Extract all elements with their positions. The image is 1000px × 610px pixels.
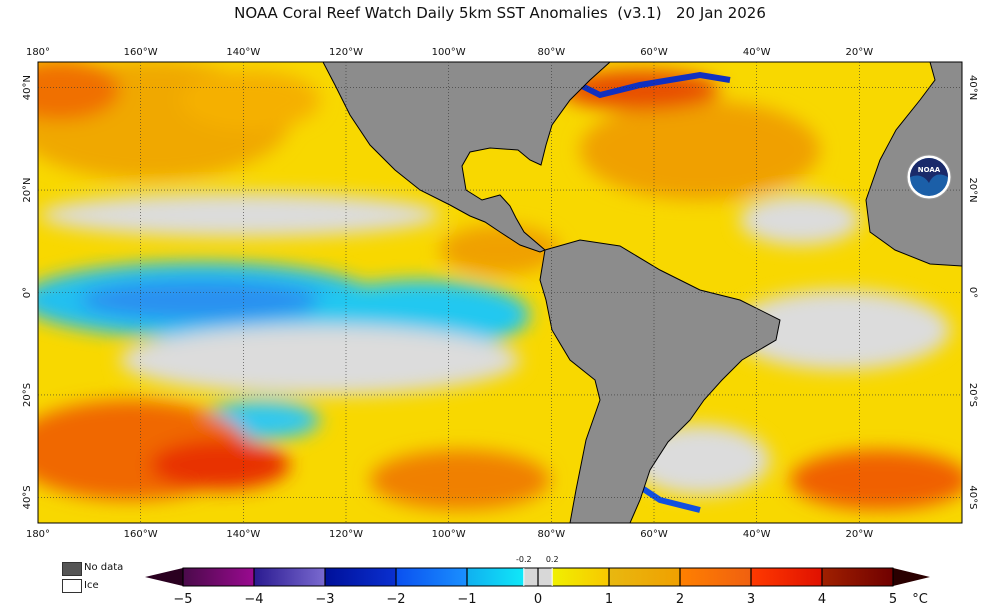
- lon-label-top: 160°W: [124, 47, 158, 58]
- lon-label-top: 140°W: [226, 47, 260, 58]
- lon-label-top: 120°W: [329, 47, 363, 58]
- nodata-label: No data: [84, 562, 124, 573]
- colorbar-tick-label: 0: [534, 592, 542, 607]
- colorbar-segment: [609, 568, 680, 586]
- anomaly-field: [38, 62, 962, 523]
- lon-label-top: 100°W: [432, 47, 466, 58]
- lon-label-bottom: 120°W: [329, 529, 363, 540]
- nodata-swatch: [62, 562, 82, 576]
- colorbar-tick-label: 4: [818, 592, 826, 607]
- noaa-logo: NOAA: [906, 154, 952, 200]
- land: [322, 62, 962, 523]
- lon-label-bottom: 140°W: [226, 529, 260, 540]
- lat-label-right: 40°S: [967, 485, 978, 509]
- lat-label-right: 20°N: [967, 177, 978, 202]
- lat-label-left: 40°N: [22, 75, 33, 100]
- lon-label-bottom: 180°: [26, 529, 50, 540]
- lon-label-bottom: 60°W: [640, 529, 668, 540]
- colorbar-tick-label: −5: [173, 592, 192, 607]
- lon-label-bottom: 20°W: [846, 529, 874, 540]
- svg-text:NOAA: NOAA: [918, 166, 941, 174]
- colorbar-small-tick-label: 0.2: [546, 555, 559, 564]
- colorbar-segment: [396, 568, 467, 586]
- colorbar: −5 −4 −3 −2 −1 0 1 2 3 4 5 -0.2 0.2 °C: [145, 555, 930, 607]
- colorbar-over-arrow: [893, 568, 930, 586]
- lon-label-bottom: 80°W: [538, 529, 566, 540]
- colorbar-tick-label: −2: [386, 592, 405, 607]
- colorbar-small-tick-label: -0.2: [516, 555, 532, 564]
- colorbar-tick-label: 1: [605, 592, 613, 607]
- lon-label-top: 80°W: [538, 47, 566, 58]
- lat-label-left: 20°S: [22, 383, 33, 407]
- ice-swatch: [62, 579, 82, 593]
- map-title: NOAA Coral Reef Watch Daily 5km SST Anom…: [234, 4, 766, 22]
- colorbar-tick-label: −3: [315, 592, 334, 607]
- lat-label-left: 0°: [22, 287, 33, 298]
- graticule: [38, 62, 962, 523]
- lat-label-left: 20°N: [22, 177, 33, 202]
- lon-label-top: 180°: [26, 47, 50, 58]
- lat-label-right: 0°: [967, 287, 978, 298]
- ice-label: Ice: [84, 580, 99, 591]
- lat-label-right: 40°N: [967, 75, 978, 100]
- lat-label-left: 40°S: [22, 485, 33, 509]
- colorbar-tick-label: 5: [889, 592, 897, 607]
- lat-label-right: 20°S: [967, 383, 978, 407]
- colorbar-tick-label: −4: [244, 592, 263, 607]
- colorbar-segment: [680, 568, 751, 586]
- lon-label-top: 40°W: [743, 47, 771, 58]
- lon-label-bottom: 40°W: [743, 529, 771, 540]
- colorbar-tick-label: 3: [747, 592, 755, 607]
- colorbar-tick-label: 2: [676, 592, 684, 607]
- lon-label-bottom: 160°W: [124, 529, 158, 540]
- colorbar-segment: [467, 568, 524, 586]
- colorbar-segment: [325, 568, 396, 586]
- lon-label-top: 20°W: [846, 47, 874, 58]
- colorbar-segment: [751, 568, 822, 586]
- colorbar-under-arrow: [145, 568, 183, 586]
- colorbar-segment: [552, 568, 609, 586]
- lon-label-bottom: 100°W: [432, 529, 466, 540]
- lon-label-top: 60°W: [640, 47, 668, 58]
- colorbar-segment: [822, 568, 893, 586]
- colorbar-unit: °C: [912, 592, 928, 607]
- colorbar-segment: [183, 568, 254, 586]
- colorbar-segment: [254, 568, 325, 586]
- colorbar-tick-label: −1: [457, 592, 476, 607]
